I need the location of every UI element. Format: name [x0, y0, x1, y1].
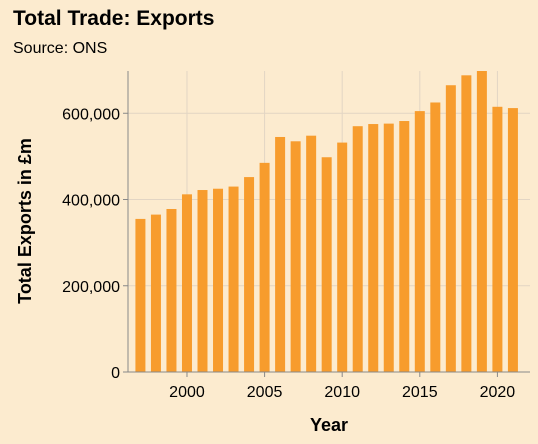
bar-series [135, 71, 518, 373]
x-tick-label: 2000 [169, 384, 205, 401]
bar [492, 106, 503, 372]
bar [414, 111, 425, 372]
bar [461, 75, 472, 373]
bar [259, 162, 270, 372]
bar [306, 135, 317, 372]
bar [166, 208, 177, 372]
bar [213, 188, 224, 372]
bar [244, 177, 255, 372]
bar [150, 214, 161, 372]
bar [399, 121, 410, 373]
bar [352, 126, 363, 372]
bar [197, 190, 208, 372]
bar [368, 124, 379, 372]
x-tick-label: 2010 [324, 384, 360, 401]
bar [337, 142, 348, 372]
bar [507, 108, 518, 372]
bar [321, 157, 332, 372]
bar [430, 102, 441, 372]
bar [290, 141, 301, 372]
bar [445, 85, 456, 373]
x-axis-title: Year [310, 415, 348, 435]
y-tick-label: 600,000 [62, 106, 120, 123]
bar [181, 194, 192, 372]
x-tick-label: 2020 [480, 384, 516, 401]
y-tick-label: 0 [111, 365, 120, 382]
y-tick-label: 200,000 [62, 279, 120, 296]
bar [228, 186, 239, 372]
y-axis-title: Total Exports in £m [15, 138, 35, 304]
chart-title: Total Trade: Exports [13, 7, 215, 30]
y-tick-label: 400,000 [62, 193, 120, 210]
x-tick-label: 2005 [247, 384, 283, 401]
axes: 0 200,000 400,000 600,000 2000 2005 2010 2015 20… [62, 71, 530, 401]
bar [275, 136, 286, 372]
bar [476, 71, 487, 372]
bar [383, 123, 394, 372]
chart-subtitle: Source: ONS [13, 40, 108, 57]
x-tick-label: 2015 [402, 384, 438, 401]
bar [135, 218, 146, 372]
